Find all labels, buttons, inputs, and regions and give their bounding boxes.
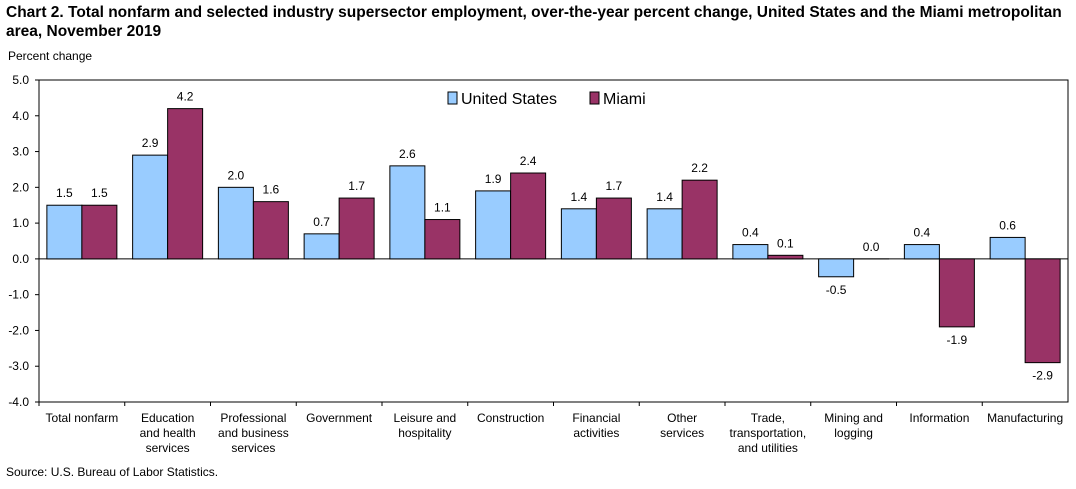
data-label: 0.1 [777,236,794,250]
data-label: -1.9 [947,333,968,347]
chart-title: Chart 2. Total nonfarm and selected indu… [6,4,1062,40]
y-tick-label: -2.0 [8,323,29,337]
bar-us [303,233,340,260]
bar-miami [767,254,804,260]
data-label: 1.7 [348,179,365,193]
x-tick-label: Other services [660,411,704,440]
data-label: 1.7 [606,179,623,193]
x-tick-label: Trade, transportation, and utilities [730,411,807,455]
bar-miami [681,179,718,260]
data-label: 1.5 [56,186,73,200]
y-tick-label: 2.0 [12,180,29,194]
y-tick-label: 1.0 [12,216,29,230]
data-label: 2.2 [691,161,708,175]
y-tick-label: 3.0 [12,145,29,159]
bar-us [475,190,512,260]
bar-us [132,154,169,260]
y-tick-label: -4.0 [8,395,29,409]
legend-swatch [447,91,458,105]
bar-us [646,208,683,260]
bar-us [217,186,254,260]
data-label: 2.4 [520,154,537,168]
data-label: -2.9 [1032,369,1053,383]
data-label: 4.2 [177,90,194,104]
data-label: 1.4 [656,190,673,204]
bar-us [818,258,855,278]
data-label: 1.4 [571,190,588,204]
x-tick-label: Education and health services [140,411,196,455]
data-label: 0.4 [914,226,931,240]
legend-swatch [589,91,600,105]
bar-miami [424,219,461,260]
data-label: 2.6 [399,147,416,161]
bar-us [389,165,426,260]
source-note: Source: U.S. Bureau of Labor Statistics. [6,465,219,479]
bar-miami [338,197,375,260]
bar-miami [252,201,289,260]
data-label: 0.0 [863,240,880,254]
x-tick-label: Leisure and hospitality [394,411,457,440]
bar-us [46,204,83,260]
x-tick-label: Total nonfarm [46,411,119,425]
y-axis-label: Percent change [8,49,93,63]
x-tick-label: Government [306,411,373,425]
bar-miami [81,204,118,260]
data-label: 2.0 [228,168,245,182]
bar-miami [1024,258,1061,364]
x-tick-label: Manufacturing [987,411,1063,425]
y-tick-label: 4.0 [12,109,29,123]
bar-miami [938,258,975,328]
x-tick-label: Information [909,411,969,425]
bar-miami [595,197,632,260]
data-label: 0.6 [999,218,1016,232]
data-label: 1.9 [485,172,502,186]
bar-us [903,244,940,260]
data-label: 0.7 [313,215,330,229]
bar-us [989,236,1026,260]
y-tick-label: 5.0 [12,73,29,87]
data-label: -0.5 [826,283,847,297]
x-tick-label: Professional and business services [218,411,289,455]
x-tick-label: Construction [477,411,544,425]
bar-us [732,244,769,260]
y-tick-label: -1.0 [8,288,29,302]
data-label: 1.6 [263,183,280,197]
data-label: 2.9 [142,136,159,150]
legend-label: United States [461,91,557,108]
bar-miami [167,108,204,260]
data-label: 0.4 [742,226,759,240]
data-label: 1.1 [434,201,451,215]
y-tick-label: -3.0 [8,359,29,373]
bar-us [560,208,597,260]
bar-miami [510,172,547,260]
data-label: 1.5 [91,186,108,200]
y-tick-label: 0.0 [12,252,29,266]
legend-label: Miami [603,91,646,108]
x-tick-label: Financial activities [572,411,620,440]
x-tick-label: Mining and logging [824,411,883,440]
